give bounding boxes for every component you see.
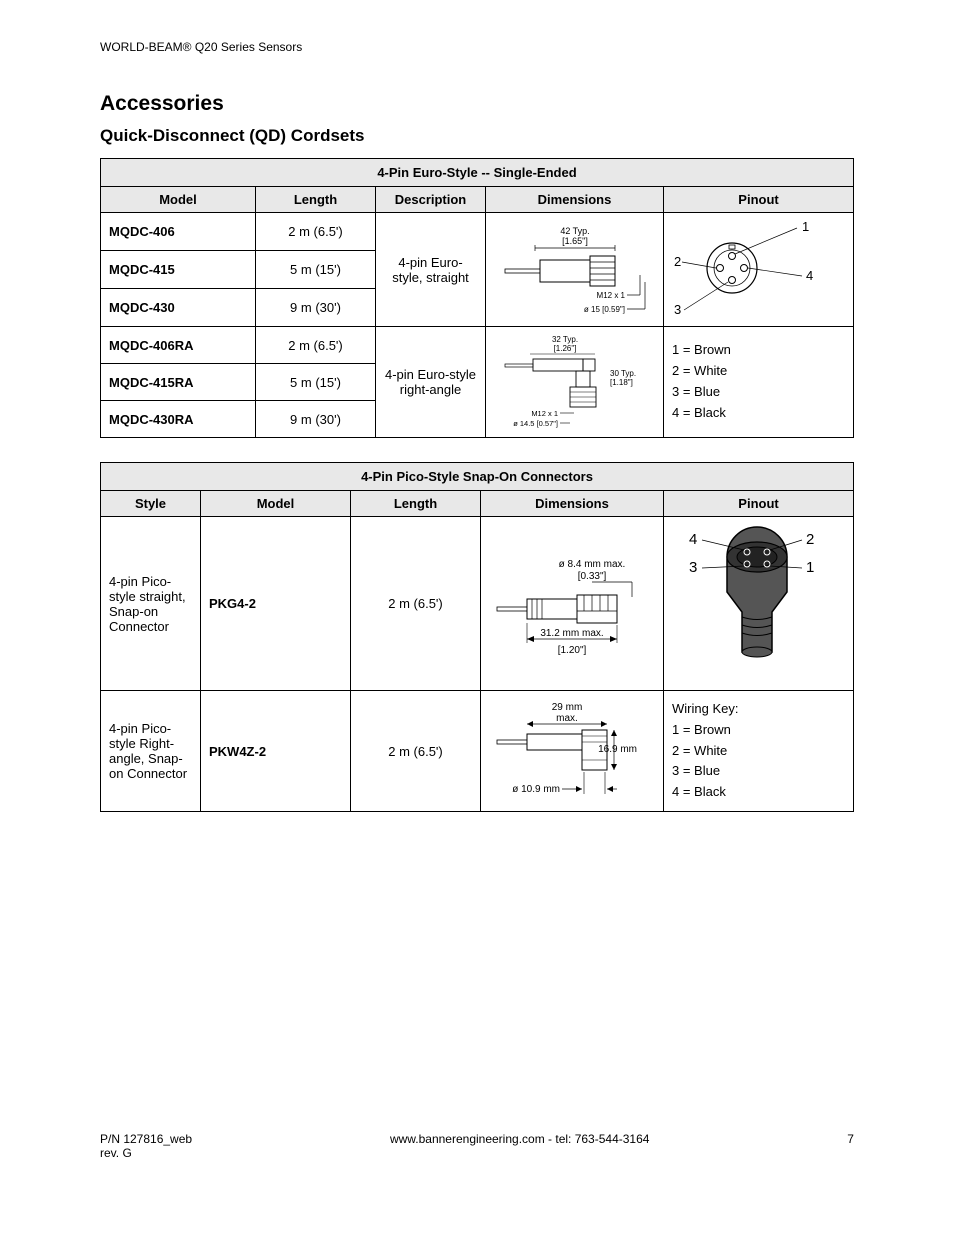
- svg-text:1: 1: [806, 559, 814, 576]
- length-cell: 9 m (30'): [256, 289, 376, 327]
- wiring-title: Wiring Key:: [672, 699, 845, 720]
- footer-pn: P/N 127816_web: [100, 1132, 192, 1146]
- wiring-line: 3 = Blue: [672, 761, 845, 782]
- col-style: Style: [101, 491, 201, 517]
- length-cell: 9 m (30'): [256, 401, 376, 438]
- wiring-key: 1 = Brown 2 = White 3 = Blue 4 = Black: [664, 327, 854, 438]
- svg-text:2: 2: [674, 254, 681, 269]
- dim-right-angle: 32 Typ. [1.26"] 30 Typ. [1.18"] M12 x 1 …: [486, 327, 664, 438]
- footer-rev: rev. G: [100, 1146, 192, 1160]
- col-pinout: Pinout: [664, 491, 854, 517]
- length-cell: 5 m (15'): [256, 251, 376, 289]
- length-cell: 2 m (6.5'): [256, 327, 376, 364]
- style-cell: 4-pin Pico-style straight, Snap-on Conne…: [101, 517, 201, 691]
- svg-text:M12 x 1: M12 x 1: [596, 291, 625, 300]
- svg-text:30 Typ.: 30 Typ.: [610, 369, 636, 378]
- svg-text:ø 15 [0.59"]: ø 15 [0.59"]: [583, 305, 624, 314]
- model-cell: PKW4Z-2: [201, 691, 351, 812]
- length-cell: 2 m (6.5'): [351, 517, 481, 691]
- wiring-line: 1 = Brown: [672, 720, 845, 741]
- svg-text:4: 4: [689, 531, 697, 548]
- pinout-diagram: 1 2 3 4: [664, 213, 854, 327]
- desc-right-angle: 4-pin Euro-style right-angle: [376, 327, 486, 438]
- length-cell: 2 m (6.5'): [351, 691, 481, 812]
- dim-pico-straight: ø 8.4 mm max. [0.33"]: [481, 517, 664, 691]
- svg-text:4: 4: [806, 268, 813, 283]
- heading-qd-cordsets: Quick-Disconnect (QD) Cordsets: [100, 126, 854, 146]
- wiring-line: 4 = Black: [672, 403, 845, 424]
- wiring-line: 1 = Brown: [672, 340, 845, 361]
- desc-straight: 4-pin Euro-style, straight: [376, 213, 486, 327]
- table-euro-style: 4-Pin Euro-Style -- Single-Ended Model L…: [100, 158, 854, 438]
- model-cell: PKG4-2: [201, 517, 351, 691]
- svg-text:[1.18"]: [1.18"]: [610, 378, 633, 387]
- col-dimensions: Dimensions: [481, 491, 664, 517]
- model-cell: MQDC-406RA: [101, 327, 256, 364]
- svg-text:[0.33"]: [0.33"]: [578, 571, 607, 582]
- pinout-pico: 4 2 3 1: [664, 517, 854, 691]
- wiring-line: 2 = White: [672, 741, 845, 762]
- length-cell: 2 m (6.5'): [256, 213, 376, 251]
- svg-text:3: 3: [689, 559, 697, 576]
- svg-text:ø 10.9 mm: ø 10.9 mm: [512, 784, 560, 795]
- col-model: Model: [201, 491, 351, 517]
- page-footer: P/N 127816_web rev. G www.bannerengineer…: [100, 1132, 854, 1160]
- model-cell: MQDC-406: [101, 213, 256, 251]
- model-cell: MQDC-430RA: [101, 401, 256, 438]
- style-cell: 4-pin Pico-style Right-angle, Snap-on Co…: [101, 691, 201, 812]
- wiring-key-pico: Wiring Key: 1 = Brown 2 = White 3 = Blue…: [664, 691, 854, 812]
- model-cell: MQDC-415: [101, 251, 256, 289]
- footer-url: www.bannerengineering.com - tel: 763-544…: [390, 1132, 650, 1160]
- svg-text:16.9 mm: 16.9 mm: [598, 744, 637, 755]
- length-cell: 5 m (15'): [256, 364, 376, 401]
- svg-text:[1.20"]: [1.20"]: [558, 645, 587, 656]
- col-length: Length: [256, 187, 376, 213]
- col-description: Description: [376, 187, 486, 213]
- svg-text:1: 1: [802, 219, 809, 234]
- heading-accessories: Accessories: [100, 92, 854, 116]
- svg-text:ø 14.5 [0.57"]: ø 14.5 [0.57"]: [513, 419, 558, 428]
- wiring-line: 3 = Blue: [672, 382, 845, 403]
- model-cell: MQDC-415RA: [101, 364, 256, 401]
- svg-text:42 Typ.: 42 Typ.: [560, 226, 589, 236]
- svg-text:31.2 mm max.: 31.2 mm max.: [540, 628, 603, 639]
- dim-straight: 42 Typ. [1.65"] M12 x 1 ø 15 [0.59"]: [486, 213, 664, 327]
- svg-text:3: 3: [674, 302, 681, 317]
- model-cell: MQDC-430: [101, 289, 256, 327]
- table-pico-style: 4-Pin Pico-Style Snap-On Connectors Styl…: [100, 462, 854, 812]
- col-length: Length: [351, 491, 481, 517]
- svg-text:ø 8.4 mm max.: ø 8.4 mm max.: [559, 559, 626, 570]
- product-name: WORLD-BEAM® Q20 Series Sensors: [100, 40, 854, 54]
- table1-title: 4-Pin Euro-Style -- Single-Ended: [101, 159, 854, 187]
- svg-text:[1.26"]: [1.26"]: [553, 344, 576, 353]
- svg-text:M12 x 1: M12 x 1: [531, 409, 558, 418]
- dim-pico-right-angle: 29 mm max. 16.9 mm ø 10.9 mm: [481, 691, 664, 812]
- svg-text:29 mm: 29 mm: [552, 702, 583, 713]
- svg-text:[1.65"]: [1.65"]: [562, 236, 588, 246]
- wiring-line: 4 = Black: [672, 782, 845, 803]
- svg-text:2: 2: [806, 531, 814, 548]
- svg-text:32 Typ.: 32 Typ.: [551, 335, 577, 344]
- wiring-line: 2 = White: [672, 361, 845, 382]
- col-dimensions: Dimensions: [486, 187, 664, 213]
- col-pinout: Pinout: [664, 187, 854, 213]
- svg-text:max.: max.: [556, 713, 578, 724]
- col-model: Model: [101, 187, 256, 213]
- footer-page-num: 7: [847, 1132, 854, 1160]
- table2-title: 4-Pin Pico-Style Snap-On Connectors: [101, 463, 854, 491]
